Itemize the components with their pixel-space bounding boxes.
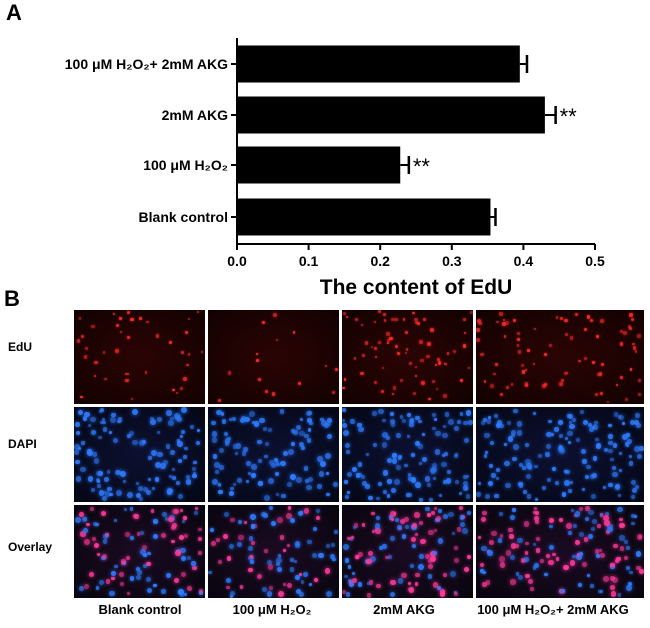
panel-b-label: B bbox=[4, 286, 20, 311]
micrograph-dapi-3 bbox=[476, 407, 644, 502]
x-axis-title: The content of EdU bbox=[320, 276, 513, 299]
edu-content-bar-chart: ** ** 0.0 0.1 0.2 0.3 0.4 0.5 100 μM H₂O₂+ 2mM… bbox=[65, 38, 605, 299]
column-label-blank-control: Blank control bbox=[98, 602, 182, 617]
panel-a-label: A bbox=[6, 0, 22, 25]
y-tick-label-3: Blank control bbox=[139, 209, 228, 225]
x-tick-label-5: 0.5 bbox=[585, 253, 605, 269]
bar-0 bbox=[237, 45, 520, 83]
significance-label-1: ** bbox=[560, 104, 578, 129]
column-label-akg: 2mM AKG bbox=[373, 602, 435, 617]
micrograph-overlay-1 bbox=[208, 505, 339, 598]
micrograph-dapi-1 bbox=[208, 407, 339, 502]
column-label-h2o2-akg: 100 μM H₂O₂+ 2mM AKG bbox=[477, 602, 629, 617]
x-tick-label-3: 0.3 bbox=[442, 253, 462, 269]
bar-2 bbox=[237, 146, 401, 184]
y-tick-label-1: 2mM AKG bbox=[162, 107, 228, 123]
micrograph-overlay-2 bbox=[342, 505, 473, 598]
micrograph-grid bbox=[74, 310, 644, 598]
x-tick-label-2: 0.2 bbox=[370, 253, 390, 269]
micrograph-edu-2 bbox=[342, 310, 473, 404]
column-label-h2o2: 100 μM H₂O₂ bbox=[232, 602, 312, 617]
bar-3 bbox=[237, 198, 491, 236]
micrograph-edu-0 bbox=[74, 310, 205, 404]
row-label-edu: EdU bbox=[8, 340, 32, 354]
x-tick-label-0: 0.0 bbox=[227, 253, 247, 269]
x-tick-label-4: 0.4 bbox=[514, 253, 534, 269]
y-tick-label-0: 100 μM H₂O₂+ 2mM AKG bbox=[65, 56, 228, 72]
bar-1 bbox=[237, 96, 545, 134]
row-label-dapi: DAPI bbox=[8, 437, 37, 451]
micrograph-dapi-2 bbox=[342, 407, 473, 502]
micrograph-overlay-0 bbox=[74, 505, 205, 598]
micrograph-edu-1 bbox=[208, 310, 339, 404]
x-tick-label-1: 0.1 bbox=[299, 253, 319, 269]
micrograph-edu-3 bbox=[476, 310, 644, 404]
significance-label-2: ** bbox=[413, 154, 431, 179]
row-label-overlay: Overlay bbox=[8, 540, 53, 554]
micrograph-overlay-3 bbox=[476, 505, 644, 598]
micrograph-dapi-0 bbox=[74, 407, 205, 502]
y-tick-label-2: 100 μM H₂O₂ bbox=[143, 157, 228, 173]
